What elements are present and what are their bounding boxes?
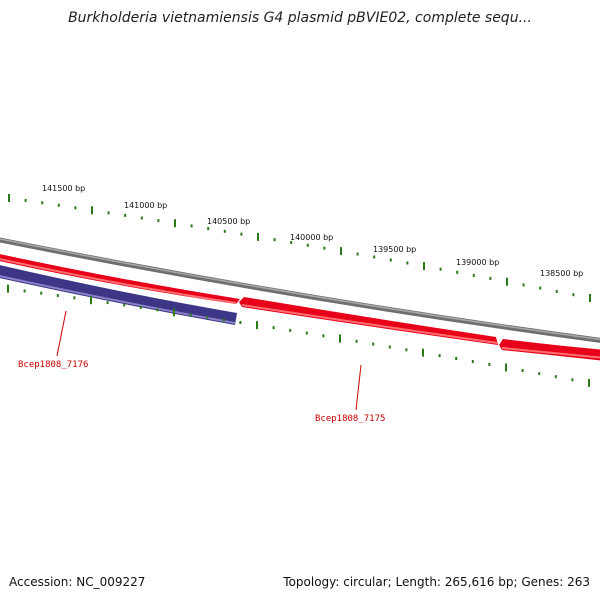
gene-label-leader — [355, 364, 362, 411]
gene-label-bcep1808-7176[interactable]: Bcep1808_7176 — [18, 360, 88, 370]
ruler-label: 139000 bp — [456, 258, 499, 267]
ruler-label: 139500 bp — [373, 245, 416, 254]
ruler-label: 138500 bp — [540, 269, 583, 278]
ruler-label: 141500 bp — [42, 184, 85, 193]
gene-label-leader — [56, 310, 67, 357]
gene-bcep1808-7176[interactable] — [0, 264, 237, 325]
ruler-labels: 141500 bp 141000 bp 140500 bp 140000 bp … — [42, 184, 583, 278]
outer-tick-row — [8, 194, 591, 302]
inner-tick-row — [7, 284, 590, 387]
map-title: Burkholderia vietnamiensis G4 plasmid pB… — [68, 10, 532, 26]
gene-forward-left[interactable] — [0, 253, 240, 304]
gene-forward-right[interactable] — [499, 339, 600, 361]
ruler-label: 140000 bp — [290, 233, 333, 242]
ruler-label: 140500 bp — [207, 217, 250, 226]
ruler-label: 141000 bp — [124, 201, 167, 210]
accession-text: Accession: NC_009227 — [9, 575, 146, 589]
gene-bcep1808-7175[interactable] — [239, 297, 498, 345]
topology-summary: Topology: circular; Length: 265,616 bp; … — [283, 575, 590, 589]
plasmid-backbone-highlight — [0, 238, 600, 341]
plasmid-backbone — [0, 237, 600, 343]
gene-label-bcep1808-7175[interactable]: Bcep1808_7175 — [315, 414, 385, 424]
